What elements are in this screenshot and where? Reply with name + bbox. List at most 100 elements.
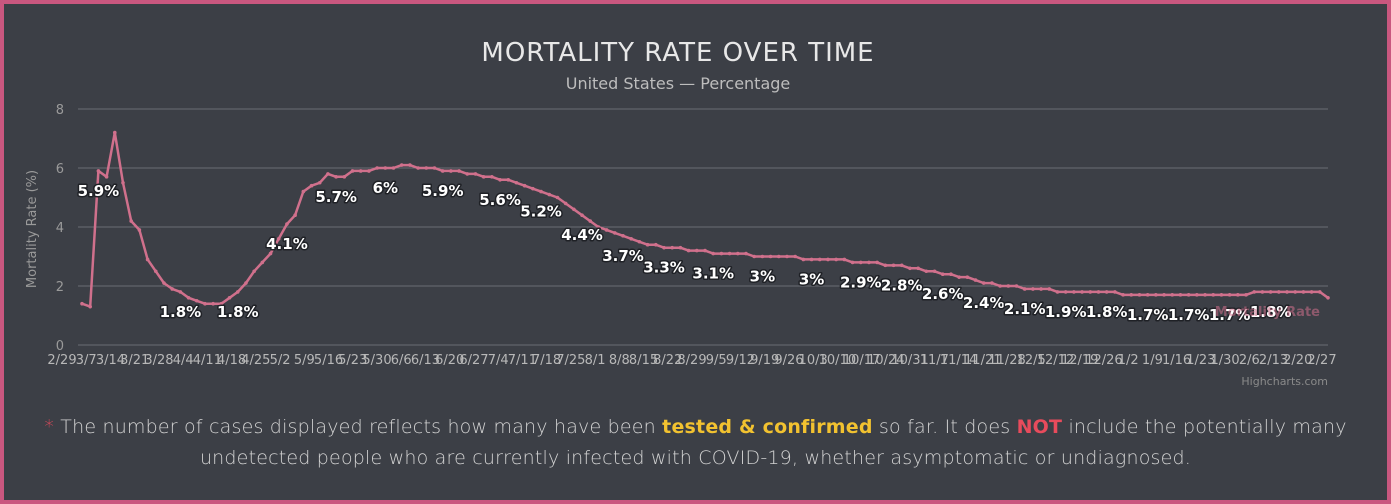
x-tick-label: 3/28	[144, 353, 173, 368]
data-point	[1227, 293, 1232, 297]
data-point	[883, 263, 888, 268]
data-point	[153, 269, 158, 274]
data-point	[695, 248, 699, 253]
data-point	[440, 169, 445, 173]
data-point	[990, 281, 994, 285]
data-point	[104, 175, 109, 179]
data-point	[1088, 290, 1093, 294]
data-point	[481, 175, 486, 179]
data-point	[785, 254, 789, 259]
x-tick-label: 5/16	[314, 353, 343, 368]
data-point	[588, 219, 593, 223]
data-point	[490, 175, 494, 179]
data-point	[80, 301, 84, 306]
y-tick-label: 8	[56, 103, 64, 118]
data-point	[801, 257, 806, 262]
data-point	[670, 245, 675, 250]
data-point	[539, 189, 543, 194]
data-point	[1162, 293, 1166, 297]
data-point	[1203, 293, 1207, 297]
data-point	[309, 183, 314, 188]
data-point	[342, 175, 347, 179]
data-point	[555, 195, 560, 200]
data-point	[317, 180, 322, 185]
x-tick-label: 7/11	[508, 353, 537, 368]
data-point	[514, 180, 519, 185]
data-point	[121, 180, 125, 185]
data-point	[268, 251, 273, 256]
data-point	[891, 263, 896, 268]
data-label: 4.4%	[561, 226, 603, 244]
data-point	[547, 192, 552, 197]
chart-subtitle: United States — Percentage	[566, 74, 791, 93]
x-tick-label: 12/19	[1061, 353, 1098, 368]
data-label: 2.1%	[1004, 300, 1046, 318]
footnote: * The number of cases displayed reflects…	[4, 412, 1387, 474]
x-tick-label: 3/21	[120, 353, 149, 368]
x-tick-label: 3/14	[96, 353, 125, 368]
data-point	[129, 219, 133, 223]
data-point	[383, 166, 388, 170]
data-label: 1.8%	[1250, 303, 1292, 321]
data-point	[416, 166, 420, 170]
data-point	[793, 254, 797, 259]
data-point	[424, 166, 429, 170]
x-tick-label: 8/15	[629, 353, 658, 368]
data-point	[908, 266, 912, 271]
x-tick-label: 11/21	[964, 353, 1001, 368]
footnote-highlight-not: NOT	[1016, 416, 1063, 438]
x-tick-label: 6/20	[435, 353, 464, 368]
x-tick-label: 11/7	[920, 353, 949, 368]
x-tick-label: 8/22	[653, 353, 682, 368]
y-tick-label: 0	[56, 339, 64, 354]
x-tick-label: 5/9	[294, 353, 315, 368]
data-label: 1.8%	[160, 303, 202, 321]
data-point	[211, 301, 215, 306]
legend-series-name[interactable]: Mortality Rate	[1215, 305, 1320, 320]
x-tick-label: 6/27	[459, 353, 488, 368]
data-point	[1014, 284, 1019, 288]
x-tick-label: 8/29	[677, 353, 706, 368]
data-label: 3.1%	[692, 265, 734, 283]
data-point	[875, 260, 879, 265]
data-point	[285, 222, 289, 226]
data-point	[334, 175, 338, 179]
data-point	[219, 301, 224, 306]
data-point	[621, 234, 625, 238]
data-point	[826, 257, 830, 262]
data-label: 3%	[750, 268, 775, 286]
data-point	[391, 166, 396, 170]
data-point	[194, 298, 199, 303]
data-point	[252, 269, 256, 274]
data-point	[727, 251, 732, 256]
x-tick-label: 9/5	[706, 353, 727, 368]
data-point	[1244, 293, 1248, 297]
data-point	[88, 304, 92, 309]
data-point	[1137, 293, 1142, 297]
data-label: 1.7%	[1127, 306, 1169, 324]
data-label: 2.6%	[922, 285, 964, 303]
data-point	[719, 251, 724, 256]
data-label: 3.7%	[602, 247, 644, 265]
data-point	[654, 242, 658, 247]
data-point	[1309, 290, 1314, 294]
footnote-text-1: The number of cases displayed reflects h…	[54, 416, 663, 438]
data-label: 1.7%	[1209, 306, 1251, 324]
data-label: 2.9%	[840, 273, 882, 291]
x-tick-label: 6/13	[411, 353, 440, 368]
data-label: 5.9%	[78, 182, 120, 200]
data-point	[867, 260, 871, 265]
data-point	[899, 263, 904, 268]
data-label: 5.2%	[520, 203, 562, 221]
data-point	[506, 178, 511, 182]
data-point	[1031, 287, 1035, 291]
footnote-highlight-tested: tested & confirmed	[662, 416, 873, 438]
data-point	[96, 169, 101, 173]
x-tick-label: 10/3	[799, 353, 828, 368]
data-point	[531, 186, 535, 191]
x-tick-label: 7/18	[532, 353, 561, 368]
data-point	[162, 281, 166, 285]
x-tick-label: 7/25	[556, 353, 585, 368]
data-point	[186, 296, 191, 300]
highcharts-credits[interactable]: Highcharts.com	[1241, 375, 1328, 388]
